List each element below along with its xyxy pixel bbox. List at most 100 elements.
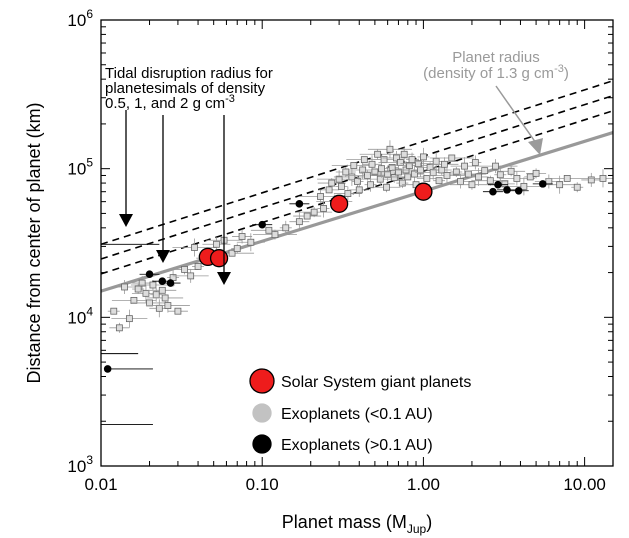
exoplanet-close-marker — [374, 150, 382, 158]
radius-annotation-line2: (density of 1.3 g cm-3) — [423, 63, 569, 82]
exoplanet-close-marker — [164, 302, 172, 309]
exoplanet-far-marker — [145, 270, 154, 279]
exoplanet-close-marker — [233, 245, 241, 252]
exoplanet-close-marker — [110, 307, 118, 315]
legend: Solar System giant planets Exoplanets (<0… — [249, 368, 471, 454]
exoplanet-close-marker — [380, 156, 388, 164]
exoplanet-close-marker — [481, 167, 489, 175]
exoplanet-close-marker — [432, 157, 440, 165]
y-tick-label-base: 10 — [67, 11, 86, 30]
exoplanet-close-point — [145, 298, 190, 313]
exoplanet-close-marker — [423, 175, 431, 182]
exoplanet-close-marker — [303, 212, 311, 220]
exoplanet-close-marker — [395, 168, 402, 176]
tidal-annotation-exponent: -3 — [225, 93, 235, 105]
exoplanet-close-point — [232, 229, 253, 244]
exoplanet-close-point — [319, 186, 340, 194]
exoplanet-far-point — [532, 180, 553, 188]
exoplanet-close-point — [571, 182, 584, 193]
exoplanet-close-marker — [310, 208, 318, 216]
radius-annotation-close: ) — [564, 65, 569, 82]
exoplanet-close-point — [317, 199, 330, 218]
exoplanet-close-marker — [513, 175, 521, 182]
exoplanet-close-marker — [393, 154, 400, 162]
exoplanet-close-point — [394, 147, 415, 162]
exoplanet-close-marker — [320, 205, 327, 212]
exoplanet-close-point — [296, 207, 333, 218]
exoplanet-close-point — [279, 220, 292, 235]
exoplanet-close-marker — [338, 182, 345, 190]
exoplanet-close-marker — [328, 179, 336, 187]
exoplanet-far-point — [103, 365, 153, 373]
tidal-arrowhead-2 — [156, 250, 170, 263]
x-axis-label-main: Planet mass (M — [282, 512, 407, 532]
exoplanet-close-point — [172, 268, 209, 283]
exoplanet-close-marker — [271, 231, 279, 239]
exoplanet-close-point — [384, 172, 405, 183]
x-axis-label-close: ) — [426, 512, 432, 532]
exoplanet-close-marker — [228, 249, 236, 257]
exoplanet-far-point — [496, 186, 517, 194]
exoplanet-close-point — [367, 140, 412, 159]
exoplanet-close-marker — [386, 145, 394, 153]
exoplanet-close-point — [107, 307, 120, 315]
exoplanet-close-point — [331, 162, 376, 169]
exoplanet-close-marker — [355, 186, 363, 194]
y-tick-label-exponent: 3 — [86, 453, 93, 467]
exoplanet-close-marker — [471, 159, 479, 166]
exoplanet-close-point — [470, 167, 499, 175]
radius-arrowhead — [528, 138, 543, 155]
exoplanet-close-marker — [371, 168, 379, 176]
legend-marker — [249, 368, 275, 394]
exoplanet-close-marker — [344, 190, 352, 197]
exoplanet-close-point — [524, 173, 537, 181]
exoplanet-far-point — [487, 180, 508, 189]
exoplanet-close-point — [380, 162, 417, 181]
exoplanet-close-point — [588, 169, 613, 188]
exoplanet-far-marker — [494, 180, 502, 189]
tidal-arrowhead-3 — [217, 272, 231, 285]
exoplanet-close-point — [192, 263, 205, 270]
exoplanet-close-marker — [429, 169, 437, 177]
exoplanet-far-point — [252, 220, 273, 229]
exoplanet-far-point — [508, 186, 529, 195]
exoplanet-close-marker — [152, 291, 160, 299]
exoplanet-close-marker — [161, 294, 169, 302]
exoplanet-close-point — [333, 167, 370, 186]
exoplanet-close-marker — [388, 163, 396, 171]
exoplanet-close-point — [581, 172, 602, 187]
exoplanet-far-marker — [295, 200, 304, 208]
exoplanet-close-marker — [282, 224, 290, 232]
exoplanet-close-point — [349, 182, 370, 197]
exoplanet-close-marker — [556, 181, 564, 189]
radius-arrow — [495, 85, 543, 155]
exoplanet-close-point — [494, 165, 507, 184]
exoplanet-close-marker — [526, 173, 534, 181]
tidal-annotation-line3: 0.5, 1, and 2 g cm-3 — [105, 93, 235, 112]
exoplanet-close-marker — [194, 263, 202, 270]
exoplanet-close-point — [202, 237, 231, 252]
exoplanet-close-marker — [468, 181, 476, 189]
legend-marker — [252, 403, 272, 423]
x-axis-label-sub: Jup — [407, 522, 427, 536]
exoplanet-close-marker — [573, 183, 581, 191]
radius-arrow-line — [495, 85, 537, 144]
exoplanet-close-point — [236, 233, 265, 252]
solar-system-planet — [414, 182, 433, 201]
exoplanet-close-marker — [507, 167, 515, 175]
exoplanet-close-point — [111, 309, 148, 328]
exoplanet-close-marker — [158, 286, 166, 294]
exoplanet-close-marker — [435, 177, 443, 185]
exoplanet-close-point — [433, 177, 446, 185]
y-tick-label-exponent: 4 — [86, 304, 93, 318]
exoplanet-close-marker — [125, 315, 133, 323]
legend-item: Exoplanets (>0.1 AU) — [252, 434, 433, 454]
y-tick-label-exponent: 6 — [86, 7, 93, 21]
y-tick-label: 104 — [67, 304, 93, 327]
exoplanet-close-point — [289, 212, 310, 231]
exoplanet-close-point — [132, 276, 153, 291]
tidal-annotation-line2: planetesimals of density — [105, 80, 266, 97]
y-tick-label: 105 — [67, 156, 93, 179]
exoplanet-close-marker — [368, 160, 376, 168]
